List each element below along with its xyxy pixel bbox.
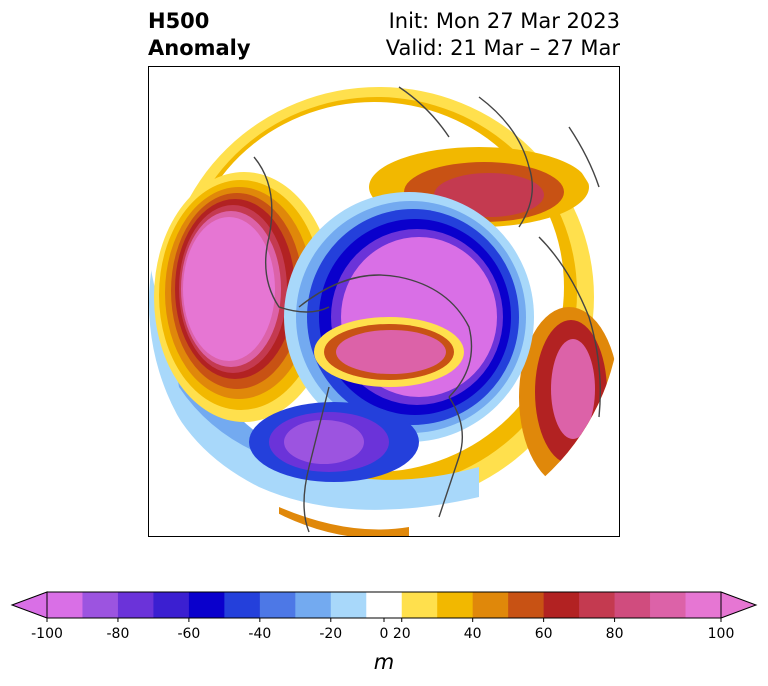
colorbar-bin [650, 592, 687, 618]
colorbar-tick-label: -80 [107, 626, 130, 642]
colorbar-tick-label: -20 [319, 626, 342, 642]
init-time-label: Init: Mon 27 Mar 2023 [388, 9, 620, 33]
colorbar-bin [330, 592, 367, 618]
colorbar-bin [117, 592, 154, 618]
colorbar-tick-label: -40 [248, 626, 271, 642]
colorbar-tick-label: 0 [380, 626, 389, 642]
colorbar-bin [543, 592, 580, 618]
map-panel [148, 66, 620, 537]
anomaly-field [149, 87, 619, 536]
na-low-core [284, 420, 364, 464]
colorbar: -100 -80 -60 -40 -20 0 20 40 60 80 100 [10, 591, 758, 642]
colorbar-bin [508, 592, 545, 618]
colorbar-bin [437, 592, 474, 618]
colorbar-bin [614, 592, 651, 618]
colorbar-tick-label: 40 [464, 626, 482, 642]
colorbar-bin [82, 592, 119, 618]
colorbar-tick-label: 100 [708, 626, 735, 642]
colorbar-bin [295, 592, 332, 618]
colorbar-bin [579, 592, 616, 618]
map-title-line1: H500 [148, 9, 210, 33]
colorbar-bin [153, 592, 190, 618]
map-title: H500 Anomaly [148, 8, 251, 62]
colorbar-tick-label: -60 [177, 626, 200, 642]
colorbar-tick-label: 80 [606, 626, 624, 642]
colorbar-bin [685, 592, 722, 618]
colorbar-bin [188, 592, 225, 618]
colorbar-under-arrow [10, 591, 48, 619]
southern-warm-patch [279, 507, 409, 536]
colorbar-bin [47, 592, 83, 618]
pacific-high-core [183, 217, 275, 361]
map-title-line2: Anomaly [148, 36, 251, 60]
colorbar-tick-label: 60 [535, 626, 553, 642]
colorbar-bin [401, 592, 438, 618]
europe-high-core [551, 339, 595, 439]
colorbar-tick-label: -100 [31, 626, 63, 642]
cool-arc-outer [149, 257, 479, 510]
anomaly-map [149, 86, 619, 536]
colorbar-tick-label: 20 [393, 626, 411, 642]
valid-range-label: Valid: 21 Mar – 27 Mar [385, 36, 620, 60]
map-info: Init: Mon 27 Mar 2023 Valid: 21 Mar – 27… [386, 8, 620, 62]
colorbar-over-arrow [720, 591, 758, 619]
colorbar-bin [224, 592, 261, 618]
coastlines [253, 86, 601, 533]
colorbar-bin [472, 592, 509, 618]
colorbar-bin [259, 592, 296, 618]
central-high-core [336, 330, 446, 374]
colorbar-unit: m [373, 650, 395, 674]
colorbar-bin [366, 592, 403, 618]
